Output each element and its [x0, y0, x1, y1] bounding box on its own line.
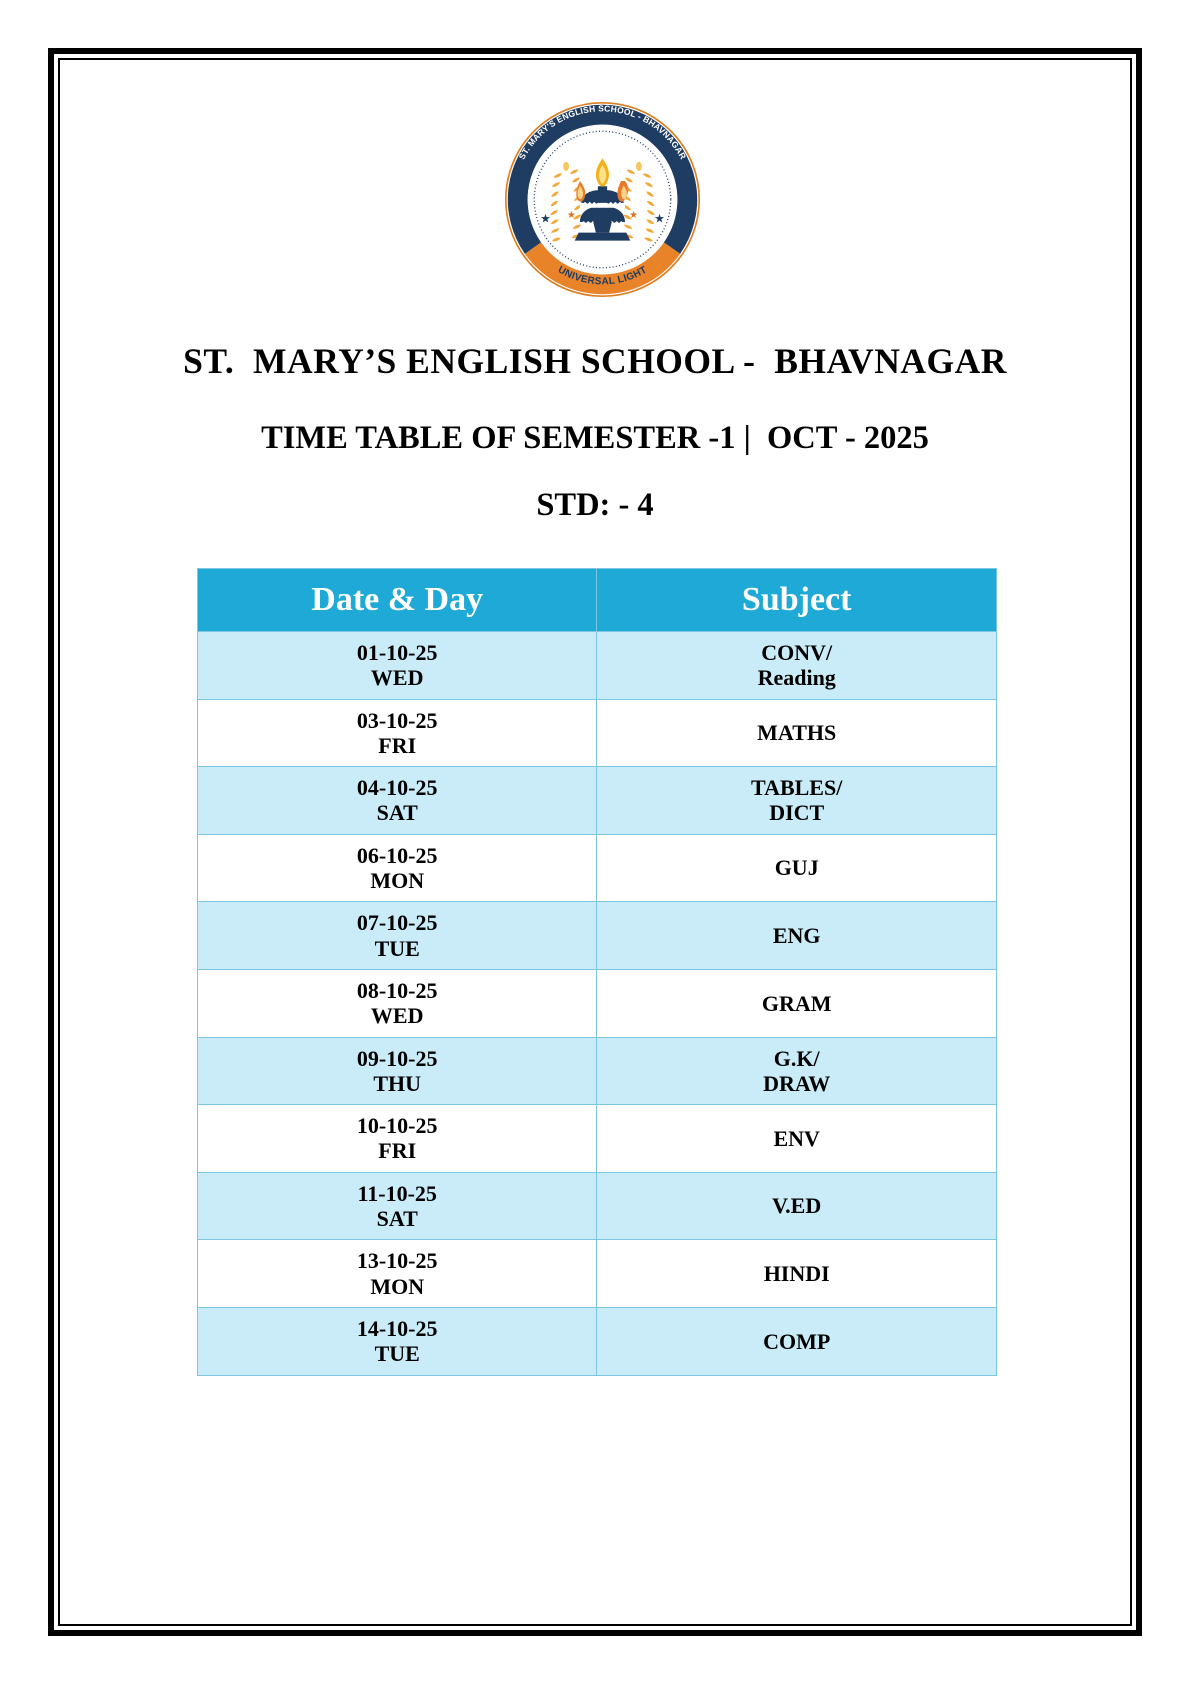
svg-text:★: ★	[540, 212, 551, 226]
svg-text:★: ★	[654, 212, 665, 226]
